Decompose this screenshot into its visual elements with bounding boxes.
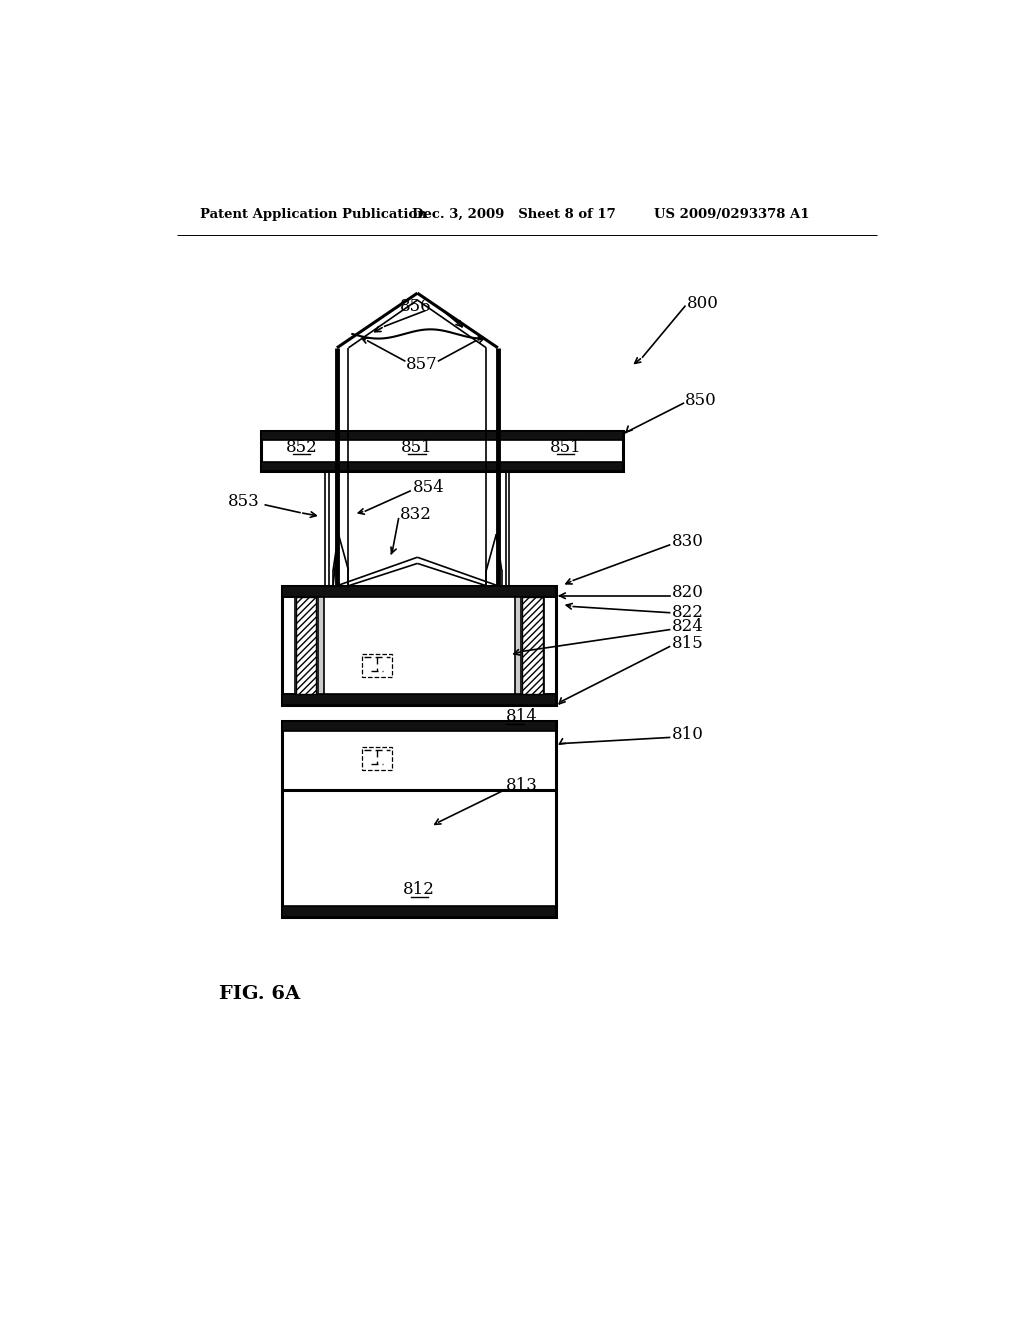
Bar	[522, 597, 543, 694]
Bar	[283, 586, 556, 597]
Text: 814: 814	[506, 708, 539, 725]
Bar	[283, 694, 556, 705]
Text: 815: 815	[672, 635, 703, 652]
Text: 851: 851	[401, 438, 433, 455]
Text: 813: 813	[506, 777, 539, 795]
Text: 820: 820	[672, 585, 703, 601]
Text: 810: 810	[672, 726, 703, 743]
Text: 812: 812	[403, 882, 435, 899]
Bar	[317, 597, 324, 694]
Bar	[296, 597, 316, 694]
Text: 824: 824	[672, 618, 703, 635]
Text: 822: 822	[672, 605, 703, 622]
Text: Dec. 3, 2009   Sheet 8 of 17: Dec. 3, 2009 Sheet 8 of 17	[412, 209, 615, 222]
Text: 853: 853	[228, 492, 260, 510]
Bar	[283, 597, 295, 694]
Bar	[361, 655, 392, 677]
Bar	[261, 462, 624, 471]
Text: 851: 851	[550, 438, 582, 455]
Text: 854: 854	[413, 479, 444, 496]
Bar	[283, 721, 556, 917]
Text: 852: 852	[286, 438, 317, 455]
Text: Patent Application Publication: Patent Application Publication	[200, 209, 427, 222]
Bar	[361, 747, 392, 770]
Bar	[283, 721, 556, 731]
Bar	[283, 906, 556, 917]
Text: 800: 800	[686, 294, 719, 312]
Bar	[261, 430, 624, 471]
Text: 832: 832	[400, 507, 432, 524]
Text: 857: 857	[406, 356, 437, 374]
Text: US 2009/0293378 A1: US 2009/0293378 A1	[654, 209, 810, 222]
Text: 856: 856	[399, 298, 431, 314]
Bar	[515, 597, 521, 694]
Bar	[261, 430, 624, 441]
Bar	[283, 586, 556, 705]
Text: 850: 850	[685, 392, 717, 409]
Text: 830: 830	[672, 533, 703, 550]
Text: FIG. 6A: FIG. 6A	[219, 985, 300, 1003]
Bar	[544, 597, 556, 694]
